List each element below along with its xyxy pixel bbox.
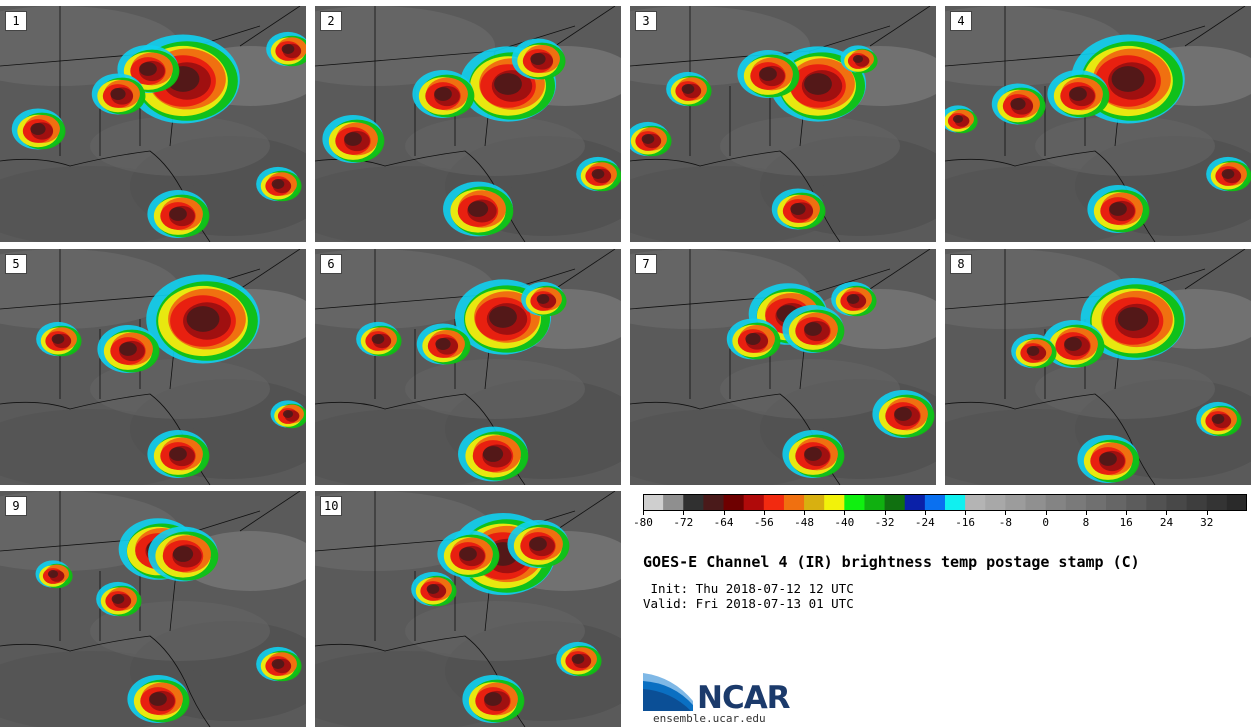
panel-number: 9 [5, 496, 27, 516]
colorbar-swatch [1045, 494, 1067, 511]
colorbar-tick-label: -16 [955, 516, 976, 529]
ensemble-panel: 7 [630, 249, 936, 485]
colorbar-tick [1126, 511, 1128, 515]
colorbar-tick-label: 8 [1082, 516, 1090, 529]
colorbar-tick [763, 511, 765, 515]
satellite-map [0, 6, 306, 242]
colorbar-swatch [663, 494, 684, 511]
colorbar-tick-label: 32 [1200, 516, 1214, 529]
panel-number: 6 [320, 254, 342, 274]
colorbar-tick-label: -40 [834, 516, 855, 529]
colorbar-swatch [743, 494, 765, 511]
colorbar-swatch [1146, 494, 1167, 511]
ensemble-panel: 1 [0, 6, 306, 242]
ensemble-panel: 5 [0, 249, 306, 485]
colorbar-swatch [884, 494, 906, 511]
colorbar-swatch [763, 494, 785, 511]
colorbar-tick-label: -64 [713, 516, 734, 529]
colorbar-tick-label: 24 [1159, 516, 1174, 529]
colorbar-tick-label: 0 [1042, 516, 1049, 529]
colorbar-tick-label: -32 [874, 516, 895, 529]
colorbar-tick [643, 511, 644, 515]
temperature-colorbar [643, 494, 1247, 511]
colorbar-swatch [985, 494, 1006, 511]
colorbar-tick [884, 511, 886, 515]
ensemble-panel: 8 [945, 249, 1251, 485]
colorbar-tick [723, 511, 725, 515]
satellite-map [630, 249, 936, 485]
colorbar-tick [1045, 511, 1047, 515]
colorbar-swatch [1106, 494, 1127, 511]
panel-number: 3 [635, 11, 657, 31]
colorbar-swatch [783, 494, 805, 511]
colorbar-tick-label: -72 [673, 516, 694, 529]
colorbar-tick [1166, 511, 1168, 515]
valid-time: Valid: Fri 2018-07-13 01 UTC [643, 596, 854, 611]
colorbar-swatch [1206, 494, 1228, 511]
ensemble-panel: 3 [630, 6, 936, 242]
panel-number: 1 [5, 11, 27, 31]
satellite-map [0, 491, 306, 727]
panel-number: 5 [5, 254, 27, 274]
colorbar-swatch [703, 494, 725, 511]
colorbar-swatch [1126, 494, 1147, 511]
colorbar-tick-label: 16 [1119, 516, 1133, 529]
satellite-map [945, 249, 1251, 485]
colorbar-tick [965, 511, 967, 515]
colorbar-swatch [824, 494, 845, 511]
colorbar-tick-label: -48 [794, 516, 814, 529]
colorbar-swatch [1226, 494, 1247, 511]
ensemble-panel: 6 [315, 249, 621, 485]
ensemble-panel: 10 [315, 491, 621, 727]
colorbar-tick [924, 511, 926, 515]
colorbar-tick-label: -80 [633, 516, 653, 529]
logo-url: ensemble.ucar.edu [653, 712, 766, 725]
colorbar-swatch [844, 494, 865, 511]
colorbar-swatch [723, 494, 745, 511]
colorbar-swatch [945, 494, 966, 511]
satellite-map [315, 491, 621, 727]
ensemble-panel: 9 [0, 491, 306, 727]
panel-number: 10 [320, 496, 343, 516]
colorbar-tick-label: -8 [998, 516, 1013, 529]
panel-number: 7 [635, 254, 657, 274]
colorbar-tick [804, 511, 806, 515]
colorbar-tick [683, 511, 685, 515]
colorbar-swatch [1025, 494, 1047, 511]
ensemble-panel: 4 [945, 6, 1251, 242]
colorbar-swatch [804, 494, 825, 511]
colorbar-swatch [683, 494, 704, 511]
panel-number: 8 [950, 254, 972, 274]
satellite-map [0, 249, 306, 485]
colorbar-swatch [1186, 494, 1208, 511]
panel-number: 4 [950, 11, 972, 31]
colorbar-tick [1005, 511, 1007, 515]
logo-wordmark: NCAR [697, 680, 791, 716]
colorbar-swatch [924, 494, 946, 511]
colorbar-swatch [965, 494, 986, 511]
colorbar-swatch [1085, 494, 1107, 511]
colorbar-tick-label: -56 [753, 516, 774, 529]
satellite-map [945, 6, 1251, 242]
satellite-map [315, 249, 621, 485]
satellite-map [315, 6, 621, 242]
colorbar-swatch [1166, 494, 1188, 511]
ensemble-panel: 2 [315, 6, 621, 242]
satellite-map [630, 6, 936, 242]
panel-number: 2 [320, 11, 342, 31]
page-title: GOES-E Channel 4 (IR) brightness temp po… [643, 553, 1140, 571]
init-time: Init: Thu 2018-07-12 12 UTC [643, 581, 854, 596]
colorbar-swatch [904, 494, 926, 511]
colorbar-tick-label: -24 [914, 516, 935, 529]
colorbar-swatch [643, 494, 664, 511]
colorbar-tick [1206, 511, 1208, 515]
colorbar-tick [1085, 511, 1087, 515]
colorbar-tick [844, 511, 846, 515]
colorbar-swatch [1065, 494, 1087, 511]
ncar-logo-icon [643, 673, 693, 711]
colorbar-swatch [864, 494, 886, 511]
colorbar-swatch [1005, 494, 1027, 511]
